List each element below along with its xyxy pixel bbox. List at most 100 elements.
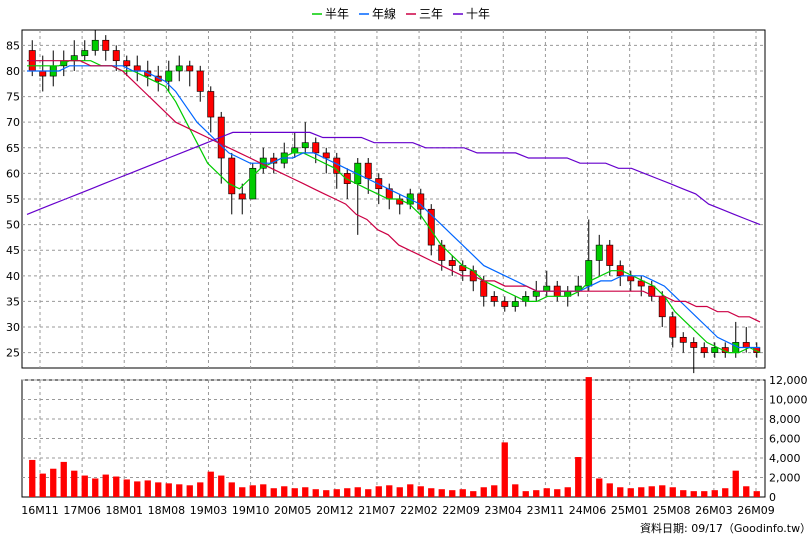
volume-bar xyxy=(396,487,403,497)
candle-up xyxy=(511,301,519,307)
x-tick-label: 20M12 xyxy=(316,504,354,517)
volume-bar xyxy=(260,484,267,497)
volume-bar xyxy=(249,485,256,497)
volume-bar xyxy=(50,468,57,497)
volume-tick-label: 6,000 xyxy=(769,433,801,446)
volume-bar xyxy=(81,475,88,497)
volume-bar xyxy=(123,479,130,497)
volume-bar xyxy=(291,488,298,497)
price-tick-label: 55 xyxy=(6,193,20,206)
legend-label: 年線 xyxy=(372,6,396,21)
volume-bar xyxy=(407,484,414,497)
volume-bar xyxy=(680,490,687,497)
candle-down xyxy=(648,285,656,297)
candle-down xyxy=(679,336,687,343)
candle-down xyxy=(690,342,698,348)
volume-panel: 0 2,000 4,000 6,000 8,000 10,000 12,000 xyxy=(21,374,808,504)
volume-bar xyxy=(648,486,655,497)
x-tick-label: 23M11 xyxy=(527,504,565,517)
volume-bar xyxy=(711,490,718,497)
candle-up xyxy=(301,142,309,149)
x-tick-label: 18M01 xyxy=(105,504,143,517)
volume-tick-label: 12,000 xyxy=(769,374,808,387)
candle-down xyxy=(133,65,141,72)
volume-bar xyxy=(428,488,435,497)
candle-down xyxy=(102,39,110,51)
volume-bar xyxy=(144,480,151,497)
candle-down xyxy=(39,70,47,77)
candle-down xyxy=(228,157,236,195)
volume-bar xyxy=(533,490,540,497)
volume-bar xyxy=(659,485,666,497)
volume-bar xyxy=(449,490,456,497)
candle-down xyxy=(606,244,614,266)
volume-bar xyxy=(606,483,613,497)
price-tick-label: 85 xyxy=(6,39,20,52)
volume-bar xyxy=(470,491,477,497)
volume-bar xyxy=(438,489,445,497)
x-axis: 16M11 17M06 18M01 18M08 19M03 19M10 20M05 20M12… xyxy=(21,504,775,517)
volume-bar xyxy=(512,484,519,497)
candle-up xyxy=(543,285,551,292)
volume-bar xyxy=(491,485,498,497)
volume-bar xyxy=(365,489,372,497)
ma-line-年線 xyxy=(27,65,760,349)
volume-bar xyxy=(732,470,739,497)
volume-bar xyxy=(522,491,529,497)
volume-bar xyxy=(669,487,676,497)
volume-bar xyxy=(701,491,708,497)
volume-bar xyxy=(228,482,235,497)
candle-down xyxy=(658,296,666,318)
candle-up xyxy=(711,347,719,353)
price-tick-label: 70 xyxy=(6,116,20,129)
candle-down xyxy=(490,296,498,302)
x-tick-label: 21M07 xyxy=(358,504,396,517)
volume-bar xyxy=(417,486,424,497)
ma-line-半年 xyxy=(27,60,761,354)
candle-up xyxy=(354,162,362,184)
volume-bar xyxy=(113,476,120,497)
volume-bar xyxy=(564,487,571,497)
volume-bar xyxy=(60,461,67,497)
x-tick-label: 26M09 xyxy=(737,504,775,517)
candle-up xyxy=(70,55,78,62)
volume-bar xyxy=(218,475,225,497)
candle-down xyxy=(417,193,425,210)
candle-down xyxy=(480,280,488,297)
volume-bar xyxy=(270,488,277,497)
x-tick-label: 19M03 xyxy=(190,504,228,517)
price-tick-label: 50 xyxy=(6,219,20,232)
price-tick-label: 65 xyxy=(6,142,20,155)
legend-label: 三年 xyxy=(419,7,443,21)
candle-down xyxy=(343,173,351,184)
volume-bar xyxy=(627,488,634,497)
x-tick-label: 18M08 xyxy=(148,504,186,517)
candle-up xyxy=(532,290,540,297)
x-tick-label: 26M03 xyxy=(695,504,733,517)
candle-down xyxy=(144,70,152,77)
volume-tick-label: 2,000 xyxy=(769,472,801,485)
ma-line-十年 xyxy=(26,131,761,226)
candle-down xyxy=(196,70,204,92)
candle-down xyxy=(700,347,708,353)
candle-up xyxy=(595,244,603,261)
volume-bar xyxy=(92,478,99,497)
price-tick-label: 30 xyxy=(6,321,20,334)
volume-bar xyxy=(575,457,582,497)
volume-bar xyxy=(186,485,193,497)
volume-bar xyxy=(102,474,109,497)
x-tick-label: 23M04 xyxy=(485,504,523,517)
volume-bar xyxy=(354,487,361,497)
volume-bar xyxy=(617,487,624,497)
volume-bar xyxy=(29,459,36,497)
candle-up xyxy=(91,39,99,51)
candle-down xyxy=(742,342,750,348)
volume-bar xyxy=(323,490,330,497)
volume-bar xyxy=(176,484,183,497)
candle-down xyxy=(154,75,162,82)
legend-label: 半年 xyxy=(325,7,349,21)
x-tick-label: 25M08 xyxy=(653,504,691,517)
candle-down xyxy=(364,162,372,179)
candle-down xyxy=(112,50,120,62)
